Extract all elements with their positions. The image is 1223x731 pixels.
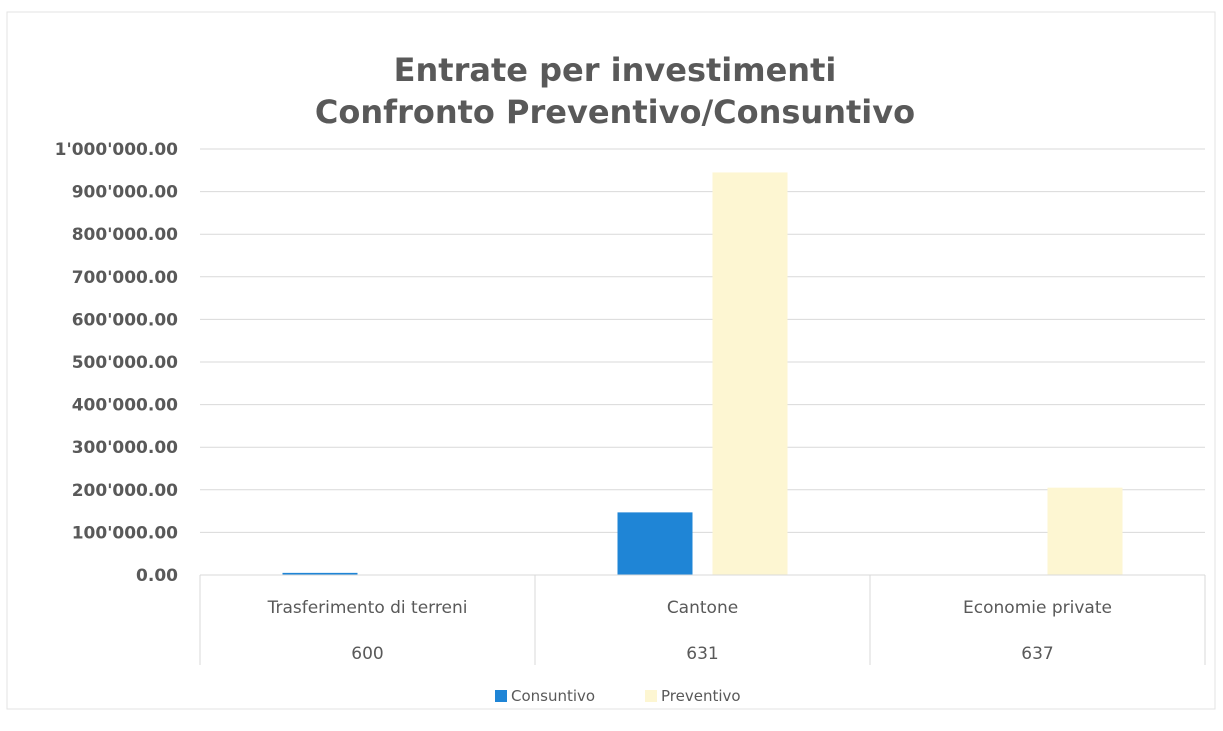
x-category-code: 637 [1021,644,1053,664]
legend-swatch-preventivo [645,690,657,702]
y-tick-label: 200'000.00 [72,481,178,501]
chart-title-line-2: Confronto Preventivo/Consuntivo [315,93,915,131]
y-tick-label: 1'000'000.00 [55,140,178,160]
legend-swatch-consuntivo [495,690,507,702]
x-category-label: Trasferimento di terreni [267,598,468,618]
y-tick-label: 400'000.00 [72,396,178,416]
bar-preventivo-1 [712,172,788,575]
bar-consuntivo-0 [282,572,358,575]
legend-label-consuntivo: Consuntivo [511,687,595,705]
bars [282,172,1123,575]
chart-border [6,11,1216,710]
x-category-label: Economie private [963,598,1112,618]
y-tick-label: 900'000.00 [72,183,178,203]
y-tick-label: 0.00 [136,566,178,586]
y-tick-label: 100'000.00 [72,523,178,543]
y-tick-label: 700'000.00 [72,268,178,288]
chart-title-line-1: Entrate per investimenti [394,51,837,89]
bar-consuntivo-1 [617,512,693,575]
gridlines [200,148,1205,533]
y-tick-label: 300'000.00 [72,438,178,458]
x-axis: Trasferimento di terreni 600 Cantone 631 Eco… [199,574,1206,665]
y-axis-tick-labels: 0.00 100'000.00 200'000.00 300'000.00 400'00… [55,140,178,586]
y-tick-label: 500'000.00 [72,353,178,373]
legend-label-preventivo: Preventivo [661,687,741,705]
legend: Consuntivo Preventivo [495,687,741,705]
y-tick-label: 800'000.00 [72,225,178,245]
bar-preventivo-2 [1047,487,1123,575]
x-category-code: 600 [351,644,383,664]
x-category-label: Cantone [667,598,738,618]
x-category-code: 631 [686,644,718,664]
y-tick-label: 600'000.00 [72,310,178,330]
